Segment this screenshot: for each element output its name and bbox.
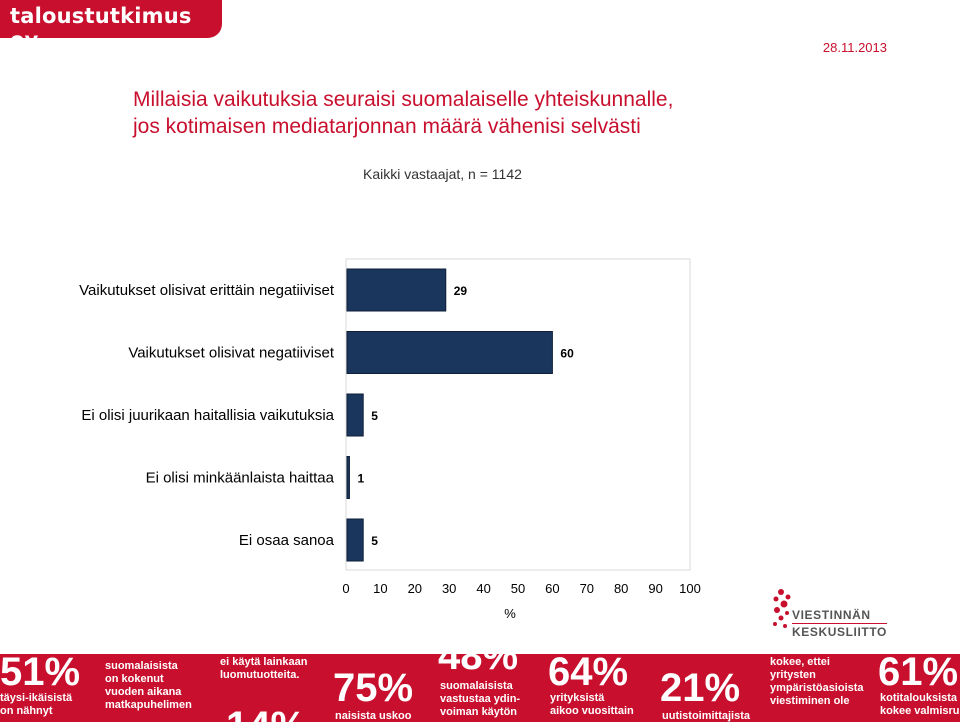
org-logo-line-1: VIESTINNÄN — [792, 608, 871, 622]
banner-stat: 51% — [0, 654, 81, 694]
brand-logo-text: taloustutkimus oy — [10, 4, 192, 52]
brand-logo: taloustutkimus oy — [0, 0, 222, 52]
banner-stat: 61% — [878, 654, 959, 694]
data-label: 1 — [357, 472, 364, 486]
x-axis-label: % — [504, 606, 516, 621]
banner-text: suomalaisista vastustaa ydin- voiman käy… — [440, 680, 521, 718]
banner-text: ei käytä lainkaan luomutuotteita. — [220, 656, 308, 681]
banner-text: kokee, ettei yritysten ympäristöasioista… — [770, 656, 864, 707]
banner-stat: 14% — [226, 706, 306, 722]
bar — [346, 393, 364, 437]
category-label: Ei olisi minkäänlaista haittaa — [146, 470, 335, 487]
banner-text: suomalaisista on kokenut vuoden aikana m… — [105, 660, 192, 711]
bar — [346, 268, 447, 312]
page-title-line-1: Millaisia vaikutuksia seuraisi suomalais… — [133, 88, 674, 111]
banner-text: uutistoimittajista — [662, 710, 751, 722]
bar-chart: Vaikutukset olisivat erittäin negatiivis… — [79, 258, 701, 621]
x-tick-label: 60 — [545, 581, 559, 596]
category-label: Vaikutukset olisivat erittäin negatiivis… — [79, 282, 335, 299]
banner-stat: 48% — [438, 654, 519, 678]
org-logo-line-2: KESKUSLIITTO — [792, 623, 887, 639]
data-label: 60 — [560, 347, 574, 361]
x-tick-label: 20 — [408, 581, 422, 596]
x-tick-label: 80 — [614, 581, 628, 596]
x-tick-label: 70 — [580, 581, 594, 596]
org-logo: VIESTINNÄN KESKUSLIITTO — [772, 586, 942, 640]
banner-text: kotitalouksista kokee valmisru — [880, 692, 960, 717]
date-label: 28.11.2013 — [822, 40, 887, 55]
bar — [346, 331, 553, 374]
banner-text: naisista uskoo — [335, 710, 412, 722]
page-title-line-2: jos kotimaisen mediatarjonnan määrä vähe… — [133, 115, 641, 138]
banner-text: täysi-ikäisistä on nähnyt — [0, 692, 73, 717]
data-label: 5 — [371, 534, 378, 548]
x-tick-label: 40 — [476, 581, 490, 596]
x-tick-label: 0 — [342, 581, 349, 596]
x-tick-label: 10 — [373, 581, 387, 596]
page-title: Millaisia vaikutuksia seuraisi suomalais… — [133, 86, 893, 140]
data-label: 29 — [454, 284, 468, 298]
org-logo-dots-icon — [773, 589, 791, 628]
bar — [346, 518, 364, 562]
bar — [346, 456, 350, 499]
chart-subtitle: Kaikki vastaajat, n = 1142 — [363, 166, 522, 182]
category-label: Ei osaa sanoa — [239, 532, 335, 549]
x-tick-label: 90 — [648, 581, 662, 596]
plot-frame — [345, 258, 691, 571]
banner-stat: 75% — [333, 666, 414, 710]
x-tick-label: 100 — [679, 581, 701, 596]
footer-banner: 51% täysi-ikäisistä on nähnyt suomalaisi… — [0, 654, 960, 722]
category-label: Vaikutukset olisivat negatiiviset — [128, 345, 334, 362]
data-label: 5 — [371, 409, 378, 423]
banner-text: yrityksistä aikoo vuosittain — [550, 692, 634, 717]
x-tick-label: 30 — [442, 581, 456, 596]
banner-stat: 21% — [660, 666, 741, 710]
x-tick-label: 50 — [511, 581, 525, 596]
category-label: Ei olisi juurikaan haitallisia vaikutuks… — [81, 407, 334, 424]
banner-stat: 64% — [548, 654, 629, 694]
